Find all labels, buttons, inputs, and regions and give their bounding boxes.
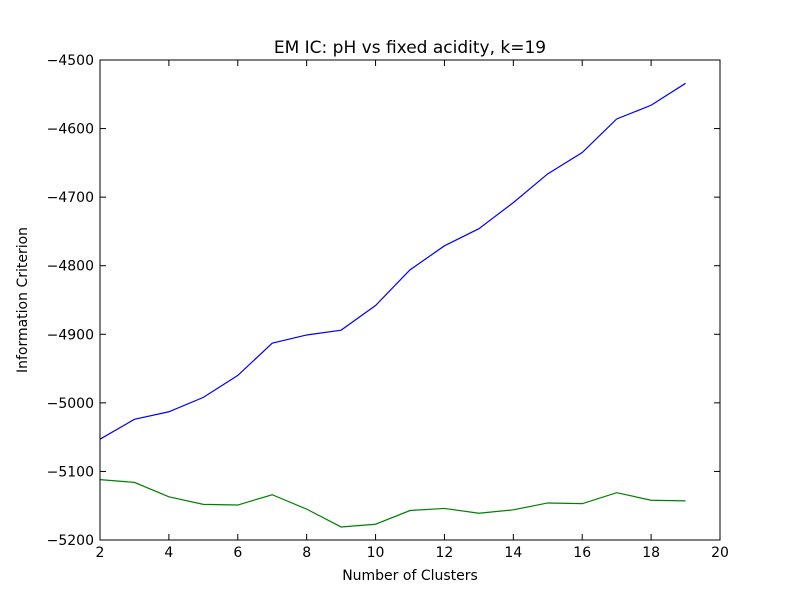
chart-title: EM IC: pH vs fixed acidity, k=19 <box>274 38 546 58</box>
x-tick-label: 6 <box>233 545 242 561</box>
x-tick-label: 10 <box>367 545 385 561</box>
series-line-2 <box>99 479 686 528</box>
x-tick-label: 12 <box>436 545 454 561</box>
x-tick-label: 4 <box>164 545 173 561</box>
y-axis-title: Information Criterion <box>15 227 31 373</box>
series-line-1 <box>99 82 686 440</box>
x-tick-label: 16 <box>573 545 591 561</box>
y-tick-label: −4900 <box>47 327 94 343</box>
y-tick-label: −4600 <box>47 122 94 138</box>
y-tick-label: −5100 <box>47 464 94 480</box>
y-tick-label: −5200 <box>47 533 94 549</box>
x-tick-label: 8 <box>302 545 311 561</box>
y-tick-label: −4700 <box>47 190 94 206</box>
x-tick-label: 18 <box>642 545 660 561</box>
plot-frame <box>99 59 721 541</box>
x-axis-title: Number of Clusters <box>342 568 478 584</box>
plot-area: 2 4 6 8 10 12 14 16 18 20 −5200 −5100 −5000 −4900 −480… <box>47 53 729 561</box>
y-tick-label: −4500 <box>47 53 94 69</box>
y-tick-label: −5000 <box>47 396 94 412</box>
x-tick-label: 20 <box>711 545 729 561</box>
y-tick-label: −4800 <box>47 259 94 275</box>
x-tick-label: 14 <box>504 545 522 561</box>
x-tick-label: 2 <box>96 545 105 561</box>
